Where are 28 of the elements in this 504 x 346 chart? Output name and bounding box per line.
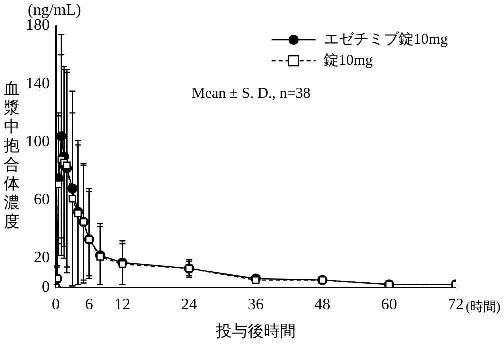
x-tick-label: 36 <box>248 296 264 314</box>
y-tick-label: 100 <box>26 133 50 150</box>
x-tick-label: 48 <box>314 296 331 314</box>
point <box>56 180 63 188</box>
x-tick-label: 6 <box>85 296 94 314</box>
point <box>68 184 78 194</box>
text: (時間) <box>466 298 501 316</box>
point <box>74 210 82 218</box>
x-axis-title: 投与後時間 <box>215 322 296 341</box>
y-tick-label: 180 <box>26 17 50 34</box>
legend-label: 錠10mg <box>324 52 374 69</box>
point <box>252 276 260 284</box>
text: (ng/mL) <box>28 2 82 19</box>
point <box>118 260 126 268</box>
point <box>68 195 76 203</box>
legend-label: エゼチミブ錠10mg <box>324 30 448 48</box>
y-tick-label: 60 <box>34 192 50 209</box>
y-tick-label: 20 <box>34 250 50 267</box>
x-tick-label: 24 <box>181 296 198 314</box>
x-tick-label: 72 <box>448 296 464 314</box>
x-tick-label: 60 <box>381 296 398 314</box>
y-tick-label: 0 <box>42 278 50 296</box>
x-tick-label: 12 <box>114 296 131 314</box>
point <box>63 162 71 170</box>
point <box>56 131 67 142</box>
annotation: Mean ± S. D., n=38 <box>192 86 311 103</box>
y-axis-title: 血漿中抱合体濃度 <box>3 80 21 232</box>
y-tick-label: 140 <box>26 75 50 92</box>
